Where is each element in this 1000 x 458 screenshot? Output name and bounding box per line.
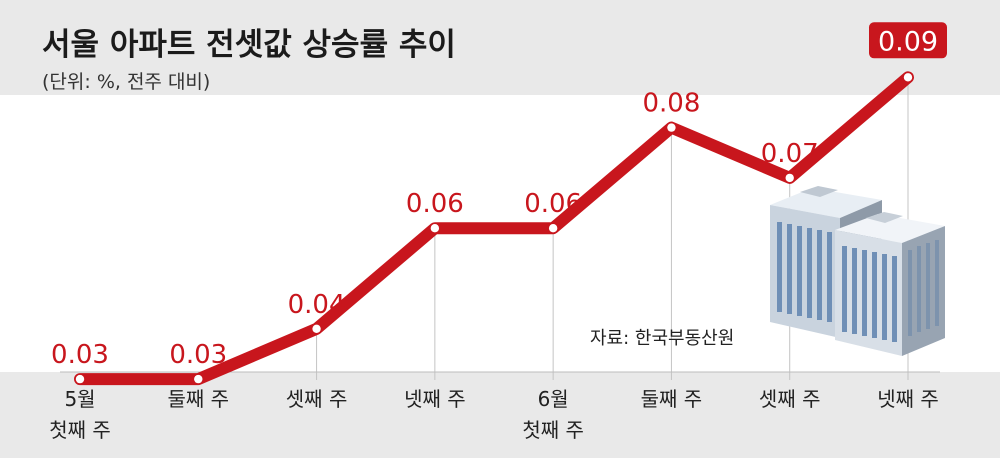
data-label: 0.09 — [878, 26, 938, 57]
x-tick-label: 넷째 주 — [877, 387, 939, 411]
x-tick-label: 6월 — [538, 387, 569, 411]
data-label: 0.06 — [406, 189, 464, 219]
x-tick-label: 5월 — [64, 387, 95, 411]
x-tick-label: 둘째 주 — [641, 387, 703, 411]
data-point — [75, 374, 85, 384]
data-point — [430, 224, 440, 233]
data-point — [785, 173, 794, 183]
data-labels: 0.03 0.03 0.04 0.06 0.06 0.08 0.07 0.09 — [51, 22, 947, 370]
x-tick-label: 셋째 주 — [759, 387, 821, 411]
data-label: 0.08 — [642, 89, 700, 119]
x-tick-label: 둘째 주 — [168, 387, 230, 411]
data-point — [548, 224, 558, 233]
data-points — [75, 73, 913, 384]
data-point — [667, 123, 676, 132]
highlight-badge — [869, 22, 947, 59]
data-point — [903, 73, 913, 82]
data-label: 0.06 — [524, 189, 582, 219]
chart-title: 서울 아파트 전셋값 상승률 추이 — [42, 27, 456, 63]
source-note: 자료: 한국부동산원 — [590, 328, 734, 349]
data-label: 0.03 — [169, 340, 227, 370]
apartment-buildings-icon — [770, 186, 945, 356]
x-tick-label: 넷째 주 — [404, 387, 466, 411]
data-label: 0.03 — [51, 340, 109, 370]
series-line — [74, 71, 914, 386]
x-tick-label: 첫째 주 — [49, 418, 111, 442]
data-point — [312, 324, 321, 333]
data-point — [194, 374, 203, 384]
x-tick-label: 셋째 주 — [286, 387, 348, 411]
data-label: 0.07 — [761, 139, 819, 169]
chart-subtitle: (단위: %, 전주 대비) — [42, 71, 210, 93]
x-tick-label: 첫째 주 — [522, 418, 584, 442]
data-label: 0.04 — [288, 290, 346, 320]
